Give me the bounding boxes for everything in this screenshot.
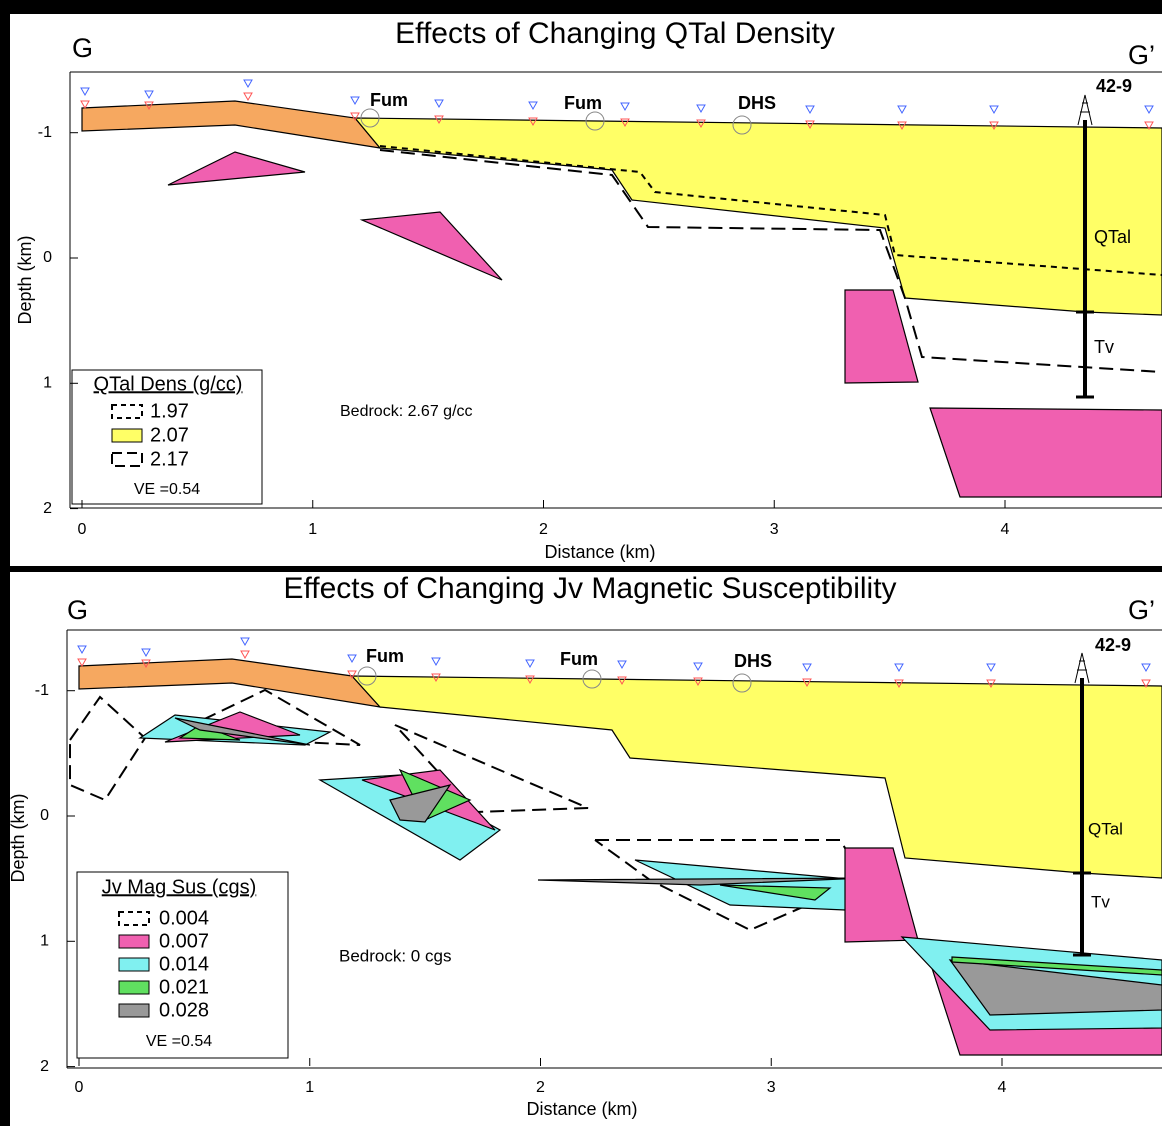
y-tick-label: 2 [43,500,52,517]
legend-entry: 0.021 [159,976,209,998]
border [0,0,10,1126]
annotation: 42-9 [1095,635,1131,655]
x-tick-label: 1 [305,1079,314,1096]
legend-swatch [112,429,142,442]
x-tick-label: 3 [770,521,779,538]
y-tick-label: 0 [40,807,49,824]
legend-title: Jv Mag Sus (cgs) [102,876,256,898]
annotation: QTal [1094,227,1131,247]
annotation: Tv [1094,337,1114,357]
legend-swatch [119,1004,149,1017]
legend-note: VE =0.54 [146,1033,212,1050]
section-start: G [72,33,93,63]
legend-title: QTal Dens (g/cc) [94,373,243,395]
x-tick-label: 2 [536,1079,545,1096]
legend-entry: 0.028 [159,999,209,1021]
legend-note: VE =0.54 [134,481,200,498]
x-tick-label: 0 [75,1079,84,1096]
annotation: DHS [734,651,772,671]
x-tick-label: 4 [998,1079,1007,1096]
figure: Effects of Changing QTal Density G G’ Fu… [0,0,1162,1126]
legend-swatch [119,935,149,948]
legend-swatch [119,958,149,971]
legend-entry: 0.004 [159,907,209,929]
y-tick-label: 2 [40,1058,49,1075]
annotation: Bedrock: 0 cgs [339,946,451,965]
legend-entry: 0.007 [159,930,209,952]
y-axis-label: Depth (km) [15,235,35,324]
section-start: G [67,595,88,625]
annotation: Tv [1091,892,1110,911]
x-tick-label: 4 [1001,521,1010,538]
body [930,408,1162,497]
legend-entry: 2.07 [150,424,189,446]
x-tick-label: 2 [539,521,548,538]
annotation: Fum [370,90,408,110]
annotation: Fum [564,93,602,113]
y-tick-label: -1 [38,124,52,141]
y-tick-label: 1 [40,933,49,950]
panel-title: Effects of Changing Jv Magnetic Suscepti… [283,572,896,605]
section-end: G’ [1128,40,1155,70]
x-tick-label: 0 [78,521,87,538]
y-tick-label: 1 [43,375,52,392]
panel-title: Effects of Changing QTal Density [395,17,835,50]
x-tick-label: 1 [308,521,317,538]
border [0,0,1162,14]
section-end: G’ [1128,595,1155,625]
legend-entry: 0.014 [159,953,209,975]
legend-entry: 1.97 [150,400,189,422]
y-axis-label: Depth (km) [8,793,28,882]
annotation: DHS [738,93,776,113]
annotation: 42-9 [1096,76,1132,96]
y-tick-label: -1 [35,682,49,699]
annotation: Fum [560,649,598,669]
y-tick-label: 0 [43,249,52,266]
x-axis-label: Distance (km) [544,542,655,562]
legend-entry: 2.17 [150,448,189,470]
legend-swatch [119,981,149,994]
x-axis-label: Distance (km) [526,1099,637,1119]
annotation: Bedrock: 2.67 g/cc [340,403,473,420]
annotation: Fum [366,646,404,666]
annotation: QTal [1088,819,1123,838]
x-tick-label: 3 [767,1079,776,1096]
